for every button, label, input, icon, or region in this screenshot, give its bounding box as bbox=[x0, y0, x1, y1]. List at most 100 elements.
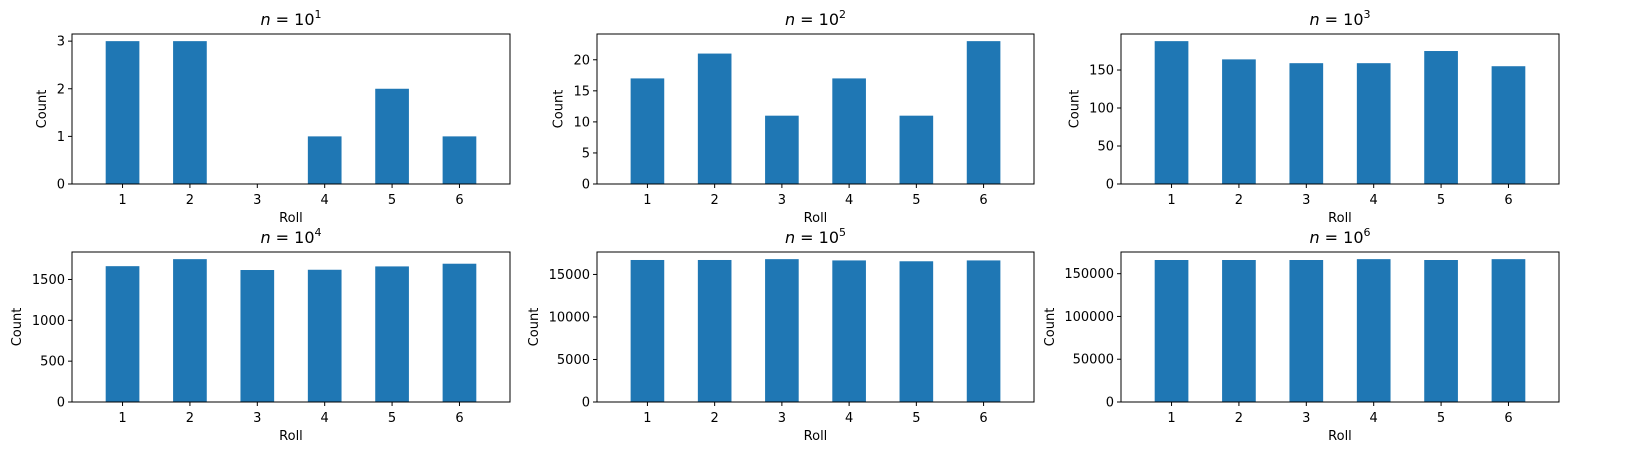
y-tick-label: 15 bbox=[573, 84, 590, 99]
x-tick-label: 6 bbox=[1504, 411, 1512, 426]
x-tick-label: 3 bbox=[1302, 411, 1310, 426]
chart-title: n = 105 bbox=[785, 226, 846, 247]
y-tick-label: 0 bbox=[57, 396, 65, 411]
x-tick-label: 5 bbox=[1437, 411, 1445, 426]
bar-roll-5 bbox=[899, 261, 934, 402]
x-tick-label: 6 bbox=[1504, 193, 1512, 208]
bar-roll-5 bbox=[375, 266, 409, 402]
x-tick-label: 3 bbox=[778, 411, 786, 426]
x-tick-label: 1 bbox=[643, 193, 651, 208]
y-tick-label: 20 bbox=[573, 53, 590, 68]
bar-roll-3 bbox=[240, 270, 275, 402]
bar-roll-6 bbox=[442, 263, 477, 402]
x-tick-label: 4 bbox=[321, 193, 329, 208]
x-tick-label: 5 bbox=[912, 411, 920, 426]
y-tick-label: 150000 bbox=[1064, 267, 1114, 282]
chart-title: n = 103 bbox=[1309, 8, 1370, 29]
bar-roll-1 bbox=[105, 41, 140, 184]
x-axis-label: Roll bbox=[1328, 211, 1352, 226]
y-tick-label: 50 bbox=[1097, 140, 1114, 155]
x-tick-label: 4 bbox=[1370, 411, 1378, 426]
bar-roll-3 bbox=[1289, 260, 1324, 402]
axes-frame bbox=[71, 251, 511, 403]
x-tick-label: 2 bbox=[186, 411, 194, 426]
bar-roll-6 bbox=[1491, 66, 1526, 184]
bar-roll-5 bbox=[1424, 51, 1458, 184]
bar-roll-4 bbox=[832, 78, 866, 184]
y-tick-label: 500 bbox=[40, 355, 65, 370]
chart-title: n = 101 bbox=[260, 8, 321, 29]
x-tick-label: 6 bbox=[455, 193, 463, 208]
bar-roll-6 bbox=[1491, 259, 1526, 402]
bar-roll-2 bbox=[173, 259, 207, 402]
x-tick-label: 2 bbox=[1235, 411, 1243, 426]
y-axis-label: Count bbox=[527, 308, 542, 347]
bar-roll-5 bbox=[375, 88, 409, 184]
y-axis-label: Count bbox=[552, 90, 567, 129]
x-tick-label: 4 bbox=[845, 411, 853, 426]
y-axis-label: Count bbox=[1043, 308, 1058, 347]
y-tick-label: 100000 bbox=[1064, 310, 1114, 325]
x-tick-label: 3 bbox=[253, 411, 261, 426]
bar-roll-4 bbox=[832, 260, 866, 402]
x-tick-label: 2 bbox=[711, 193, 719, 208]
x-tick-label: 5 bbox=[1437, 193, 1445, 208]
bar-roll-4 bbox=[1356, 63, 1391, 184]
bar-roll-1 bbox=[1154, 41, 1189, 184]
y-tick-label: 0 bbox=[57, 178, 65, 193]
y-tick-label: 5 bbox=[582, 146, 590, 161]
x-tick-label: 4 bbox=[1370, 193, 1378, 208]
y-tick-label: 150 bbox=[1089, 64, 1114, 79]
y-tick-label: 1000 bbox=[32, 314, 65, 329]
y-tick-label: 0 bbox=[1106, 178, 1114, 193]
x-axis-label: Roll bbox=[279, 211, 303, 226]
y-tick-label: 1 bbox=[57, 130, 65, 145]
bar-roll-6 bbox=[966, 41, 1001, 184]
x-tick-label: 6 bbox=[979, 411, 987, 426]
y-axis-label: Count bbox=[1067, 90, 1082, 129]
bar-roll-6 bbox=[442, 136, 477, 184]
bar-roll-3 bbox=[765, 115, 799, 184]
bar-roll-1 bbox=[1154, 260, 1189, 402]
bar-roll-4 bbox=[307, 136, 342, 184]
chart-title: n = 106 bbox=[1309, 226, 1370, 247]
x-tick-label: 3 bbox=[253, 193, 261, 208]
x-tick-label: 1 bbox=[643, 411, 651, 426]
bar-roll-2 bbox=[697, 53, 732, 184]
bar-roll-5 bbox=[899, 115, 934, 184]
bar-roll-4 bbox=[307, 269, 342, 402]
x-tick-label: 2 bbox=[1235, 193, 1243, 208]
y-tick-label: 100 bbox=[1089, 102, 1114, 117]
y-tick-label: 2 bbox=[57, 82, 65, 97]
bar-roll-2 bbox=[1222, 260, 1256, 402]
axes-frame bbox=[596, 33, 1035, 185]
x-tick-label: 5 bbox=[912, 193, 920, 208]
chart-panel-4: 1 2 3 4 5 6 0 500 1000 1500 Roll Count n = 104 bbox=[10, 226, 511, 444]
x-axis-label: Roll bbox=[804, 211, 828, 226]
x-tick-label: 2 bbox=[186, 193, 194, 208]
chart-panel-2: 1 2 3 4 5 6 0 5 10 15 20 Roll Count n = 102 bbox=[552, 8, 1035, 226]
axes-frame bbox=[596, 251, 1035, 403]
bar-roll-3 bbox=[765, 259, 799, 402]
chart-panel-3: 1 2 3 4 5 6 0 50 100 150 Roll Count n = 103 bbox=[1067, 8, 1560, 226]
x-tick-label: 6 bbox=[979, 193, 987, 208]
y-tick-label: 1500 bbox=[32, 273, 65, 288]
y-tick-label: 0 bbox=[582, 178, 590, 193]
bar-roll-1 bbox=[105, 266, 140, 402]
chart-title: n = 102 bbox=[785, 8, 846, 29]
x-axis-label: Roll bbox=[1328, 429, 1352, 444]
y-axis-label: Count bbox=[35, 90, 50, 129]
x-tick-label: 1 bbox=[118, 411, 126, 426]
y-tick-label: 5000 bbox=[557, 353, 590, 368]
x-axis-label: Roll bbox=[804, 429, 828, 444]
x-tick-label: 4 bbox=[321, 411, 329, 426]
chart-panel-5: 1 2 3 4 5 6 0 5000 10000 15000 Roll Count n = 105 bbox=[527, 226, 1035, 444]
x-tick-label: 1 bbox=[1167, 411, 1175, 426]
bar-roll-2 bbox=[173, 41, 207, 184]
chart-panel-6: 1 2 3 4 5 6 0 50000 100000 150000 Roll Count n = 106 bbox=[1043, 226, 1560, 444]
x-axis-label: Roll bbox=[279, 429, 303, 444]
x-tick-label: 2 bbox=[711, 411, 719, 426]
x-tick-label: 5 bbox=[388, 411, 396, 426]
bar-roll-4 bbox=[1356, 259, 1391, 402]
